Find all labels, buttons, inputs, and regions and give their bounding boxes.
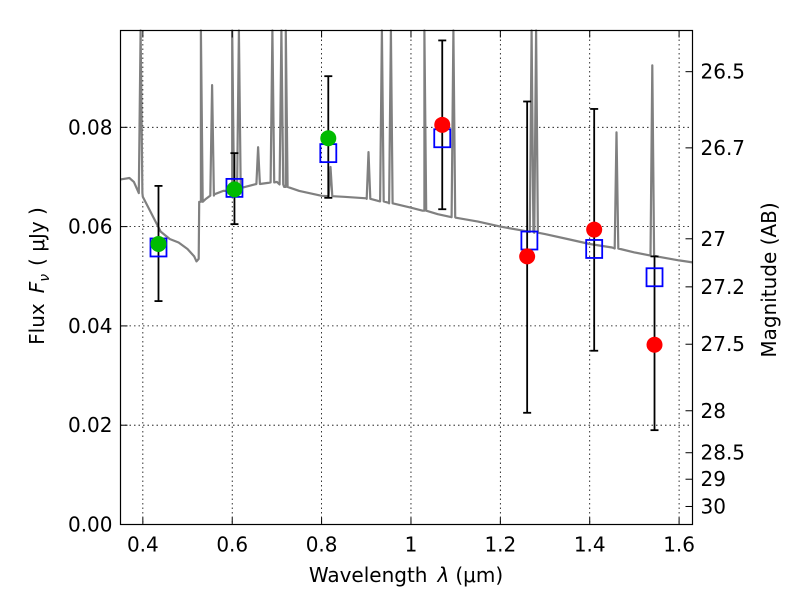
model-spectrum: [120, 29, 693, 264]
model-square: [645, 267, 664, 288]
y2-tick-label: 30: [701, 494, 726, 518]
y2-tick-label: 27: [701, 227, 726, 251]
x-tick-label: 1.2: [484, 533, 516, 557]
model-square: [585, 239, 604, 259]
data-point: [586, 221, 603, 238]
x-tick-label: 0.6: [216, 533, 248, 557]
y2-tick-label: 26.5: [701, 60, 746, 84]
data-point: [434, 116, 451, 133]
error-bars: [154, 39, 659, 432]
y2-tick-label: 27.2: [701, 275, 746, 299]
data-point: [320, 130, 337, 147]
y2-tick-label: 28.5: [701, 441, 746, 465]
y-tick-label: 0.08: [68, 115, 113, 139]
y2-tick-label: 28: [701, 399, 726, 423]
plot-frame: [119, 29, 694, 526]
model-square: [520, 230, 539, 251]
x-axis-label: Wavelength λ (μm): [309, 563, 503, 587]
y2-axis-ticks: 26.5 26.7 27 27.2 27.5 28 28.529 30: [685, 60, 746, 518]
data-point: [150, 235, 167, 252]
y2-tick-label: 27.5: [701, 332, 746, 356]
y-axis-label: FluxFν( μJy ): [25, 207, 53, 345]
y2-tick-label: 29: [701, 467, 726, 491]
observed-points: [150, 116, 663, 353]
model-spectrum-line: [120, 29, 693, 264]
x-tick-label: 1: [405, 533, 418, 557]
grid: [120, 30, 693, 525]
y-tick-label: 0.00: [68, 513, 113, 537]
y2-axis-label: Magnitude (AB): [757, 202, 781, 357]
y-tick-label: 0.04: [68, 314, 113, 338]
y-axis-ticks: 0.00 0.02 0.04 0.06 0.08: [68, 115, 128, 537]
x-tick-label: 0.4: [127, 533, 159, 557]
x-tick-label: 1.4: [574, 533, 606, 557]
x-tick-label: 0.8: [306, 533, 338, 557]
y-tick-label: 0.02: [68, 413, 113, 437]
data-point: [646, 336, 663, 353]
x-axis-ticks: 0.4 0.6 0.8 1 1.2 1.4 1.6: [127, 30, 695, 557]
y2-tick-label: 26.7: [701, 136, 746, 160]
data-point: [226, 181, 243, 198]
y-tick-label: 0.06: [68, 215, 113, 239]
data-point: [519, 248, 536, 265]
x-tick-label: 1.6: [663, 533, 695, 557]
